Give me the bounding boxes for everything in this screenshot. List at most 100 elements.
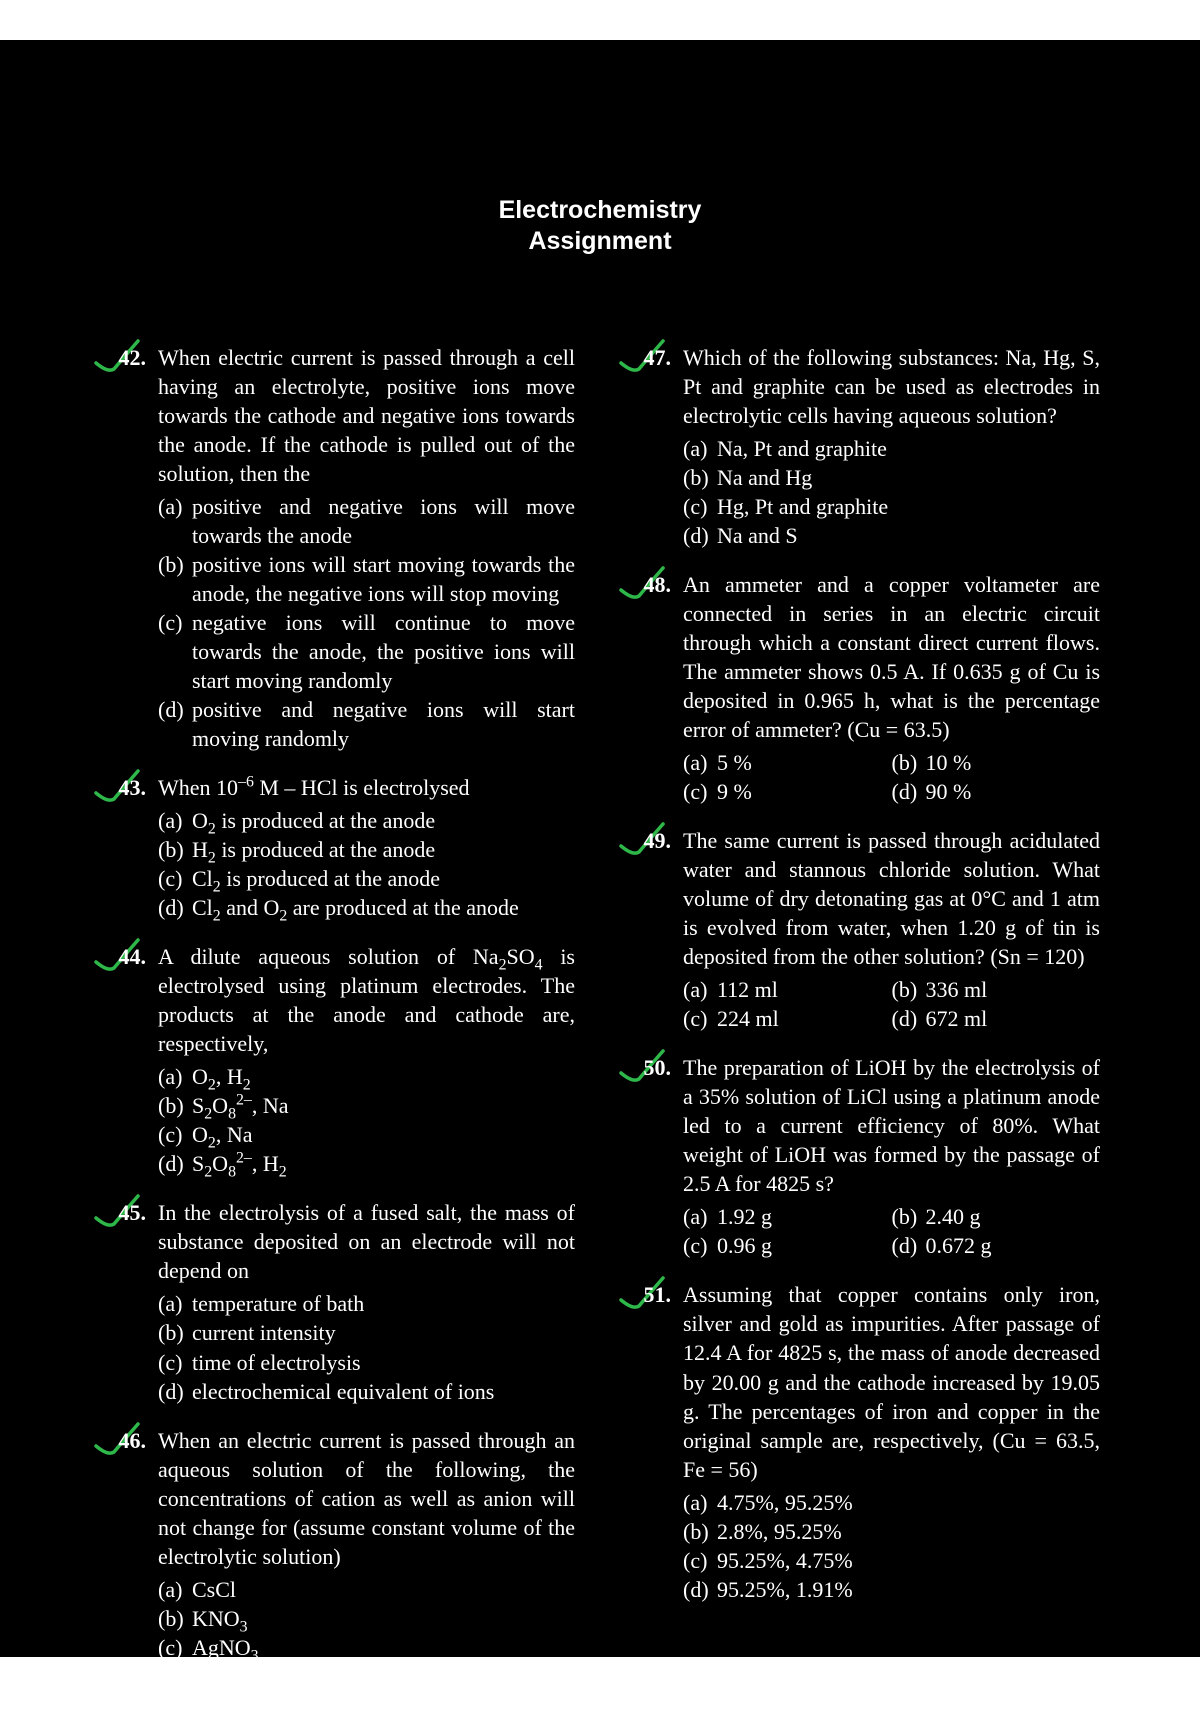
option-label: (a) — [158, 806, 192, 835]
option-text: S2O82–, Na — [192, 1091, 575, 1120]
option: (b)2.40 g — [892, 1202, 1101, 1231]
option-label: (b) — [158, 1318, 192, 1347]
option: (b)current intensity — [158, 1318, 575, 1347]
question: 44. A dilute aqueous solution of Na2SO4 i… — [100, 942, 575, 1178]
option-label: (c) — [683, 1004, 717, 1033]
question-text: When an electric current is passed throu… — [158, 1426, 575, 1571]
option-label: (d) — [683, 521, 717, 550]
option-label: (b) — [683, 1517, 717, 1546]
question-text: Which of the following substances: Na, H… — [683, 343, 1100, 430]
option-label: (c) — [683, 777, 717, 806]
option-text: 10 % — [926, 748, 1101, 777]
option-label: (b) — [892, 975, 926, 1004]
question-number: 44. — [100, 942, 146, 971]
option-label: (d) — [158, 893, 192, 922]
option: (c)0.96 g — [683, 1231, 892, 1260]
option: (d)electrochemical equivalent of ions — [158, 1377, 575, 1406]
option-text: Cl2 is produced at the anode — [192, 864, 575, 893]
options: (a)Na, Pt and graphite(b)Na and Hg(c)Hg,… — [683, 434, 1100, 550]
option-text: temperature of bath — [192, 1289, 575, 1318]
option-text: 112 ml — [717, 975, 892, 1004]
option-label: (a) — [158, 492, 192, 550]
option-text: O2 is produced at the anode — [192, 806, 575, 835]
option-label: (b) — [892, 1202, 926, 1231]
question-number: 48. — [625, 570, 671, 599]
option: (b)10 % — [892, 748, 1101, 777]
options: (a)O2 is produced at the anode(b)H2 is p… — [158, 806, 575, 922]
option: (c)negative ions will continue to move t… — [158, 608, 575, 695]
options: (a)O2, H2(b)S2O82–, Na(c)O2, Na(d)S2O82–… — [158, 1062, 575, 1178]
question: 47.Which of the following substances: Na… — [625, 343, 1100, 550]
question: 48.An ammeter and a copper voltameter ar… — [625, 570, 1100, 806]
option: (c)AgNO3 — [158, 1633, 575, 1662]
option: (d)HCl — [158, 1662, 575, 1691]
option-label: (b) — [158, 550, 192, 608]
option-text: H2 is produced at the anode — [192, 835, 575, 864]
option-text: O2, H2 — [192, 1062, 575, 1091]
option: (a)O2 is produced at the anode — [158, 806, 575, 835]
option-text: 9 % — [717, 777, 892, 806]
option-label: (d) — [892, 777, 926, 806]
option: (c)time of electrolysis — [158, 1348, 575, 1377]
option: (a)Na, Pt and graphite — [683, 434, 1100, 463]
option-label: (a) — [158, 1062, 192, 1091]
option-label: (c) — [158, 1633, 192, 1662]
question-text: A dilute aqueous solution of Na2SO4 is e… — [158, 942, 575, 1058]
question-text: Assuming that copper contains only iron,… — [683, 1280, 1100, 1483]
option: (b)H2 is produced at the anode — [158, 835, 575, 864]
options-two-col: (a)112 ml(b)336 ml(c)224 ml(d)672 ml — [683, 975, 1100, 1033]
option-label: (d) — [158, 1377, 192, 1406]
option: (b)2.8%, 95.25% — [683, 1517, 1100, 1546]
option-label: (c) — [683, 492, 717, 521]
option-label: (c) — [683, 1231, 717, 1260]
option-label: (a) — [683, 975, 717, 1004]
page: Electrochemistry Assignment 42.When elec… — [0, 0, 1200, 1697]
top-white-bar — [0, 0, 1200, 40]
option: (a)temperature of bath — [158, 1289, 575, 1318]
option-text: KNO3 — [192, 1604, 575, 1633]
option-text: 224 ml — [717, 1004, 892, 1033]
option-label: (c) — [158, 1120, 192, 1149]
option: (a)5 % — [683, 748, 892, 777]
question: 43. When 10–6 M – HCl is electrolysed (a)O… — [100, 773, 575, 922]
options-two-col: (a)5 %(b)10 %(c)9 %(d)90 % — [683, 748, 1100, 806]
option-label: (a) — [158, 1575, 192, 1604]
option-text: AgNO3 — [192, 1633, 575, 1662]
options: (a)CsCl(b)KNO3(c)AgNO3(d)HCl — [158, 1575, 575, 1691]
option-text: 4.75%, 95.25% — [717, 1488, 1100, 1517]
option: (a)positive and negative ions will move … — [158, 492, 575, 550]
option: (b)Na and Hg — [683, 463, 1100, 492]
title-line-1: Electrochemistry — [100, 195, 1100, 226]
option: (c)Hg, Pt and graphite — [683, 492, 1100, 521]
option-label: (d) — [892, 1004, 926, 1033]
option-label: (c) — [158, 1348, 192, 1377]
option-text: Hg, Pt and graphite — [717, 492, 1100, 521]
option: (a)4.75%, 95.25% — [683, 1488, 1100, 1517]
question: 49.The same current is passed through ac… — [625, 826, 1100, 1033]
option: (c)9 % — [683, 777, 892, 806]
question-number: 49. — [625, 826, 671, 855]
option-text: 2.40 g — [926, 1202, 1101, 1231]
question-number: 43. — [100, 773, 146, 802]
option: (c)Cl2 is produced at the anode — [158, 864, 575, 893]
question-number: 46. — [100, 1426, 146, 1455]
option-text: S2O82–, H2 — [192, 1149, 575, 1178]
option: (d)90 % — [892, 777, 1101, 806]
option-label: (c) — [158, 864, 192, 893]
option: (d)S2O82–, H2 — [158, 1149, 575, 1178]
option-label: (b) — [683, 463, 717, 492]
option-label: (d) — [158, 695, 192, 753]
option: (b)KNO3 — [158, 1604, 575, 1633]
option: (a)1.92 g — [683, 1202, 892, 1231]
option-text: 1.92 g — [717, 1202, 892, 1231]
option-label: (d) — [683, 1575, 717, 1604]
option: (a)CsCl — [158, 1575, 575, 1604]
option: (a)112 ml — [683, 975, 892, 1004]
option: (d)672 ml — [892, 1004, 1101, 1033]
option: (b)positive ions will start moving towar… — [158, 550, 575, 608]
option-text: Na and Hg — [717, 463, 1100, 492]
question: 50.The preparation of LiOH by the electr… — [625, 1053, 1100, 1260]
question-text: When 10–6 M – HCl is electrolysed — [158, 773, 575, 802]
option-text: 0.96 g — [717, 1231, 892, 1260]
option-text: 672 ml — [926, 1004, 1101, 1033]
